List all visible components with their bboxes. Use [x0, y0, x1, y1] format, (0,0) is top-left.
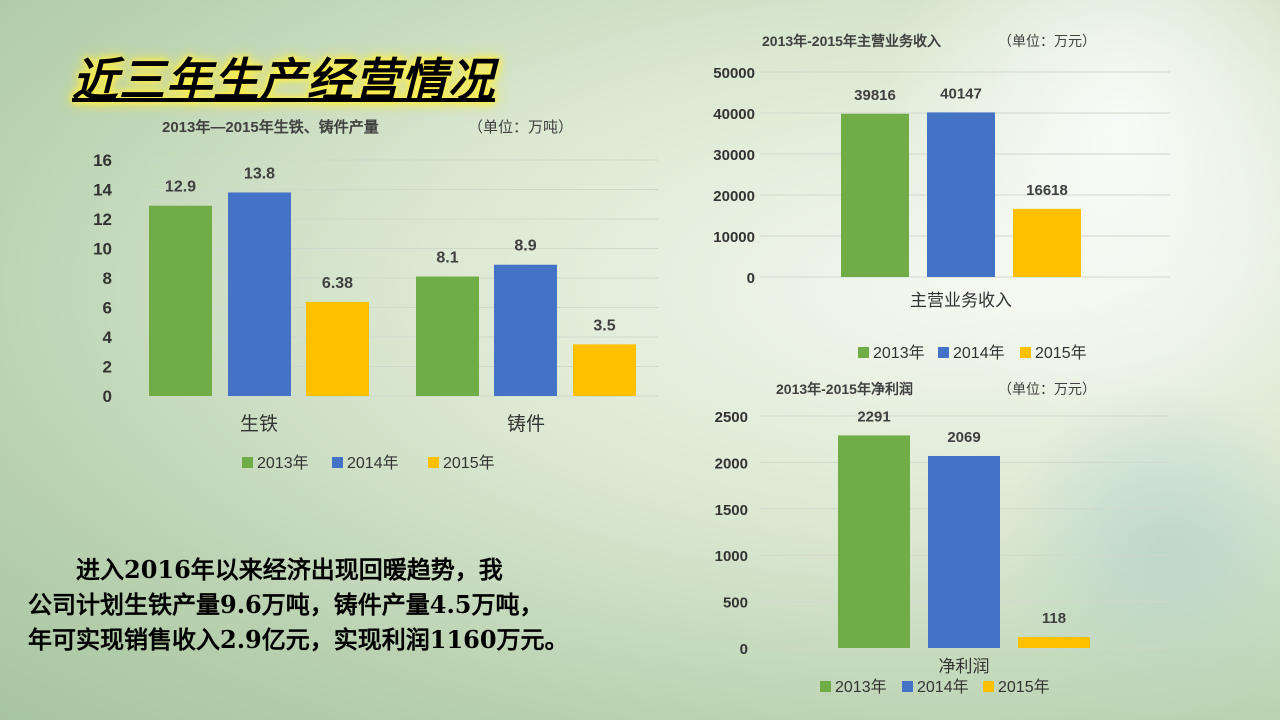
category-label: 铸件 — [507, 413, 545, 435]
legend-label: 2015年 — [998, 678, 1050, 696]
category-label: 生铁 — [240, 413, 278, 435]
y-tick-label: 20000 — [713, 188, 755, 205]
legend-label: 2013年 — [873, 344, 925, 362]
y-tick-label: 0 — [740, 641, 748, 658]
legend-swatch — [938, 347, 949, 358]
y-tick-label: 14 — [93, 181, 112, 200]
bar-2014年 — [928, 455, 1000, 648]
bar-2013年 — [416, 276, 479, 396]
data-label: 13.8 — [244, 165, 275, 182]
legend-swatch — [858, 347, 869, 358]
data-label: 6.38 — [322, 275, 353, 292]
legend-swatch — [1020, 347, 1031, 358]
summary-paragraph: 进入2016年以来经济出现回暖趋势，我 公司计划生铁产量9.6万吨，铸件产量4.… — [28, 552, 718, 657]
legend-swatch — [242, 457, 253, 468]
data-label: 3.5 — [593, 317, 615, 334]
y-tick-label: 30000 — [713, 147, 755, 164]
chart-title: 2013年-2015年主营业务收入 — [762, 33, 941, 49]
data-label: 8.9 — [514, 238, 536, 255]
y-tick-label: 8 — [103, 269, 112, 288]
y-tick-label: 0 — [747, 270, 755, 287]
y-tick-label: 0 — [103, 387, 112, 406]
legend-label: 2014年 — [347, 454, 399, 472]
bar-2013年 — [838, 435, 910, 648]
slide-title: 近三年生产经营情况 — [72, 53, 495, 107]
y-tick-label: 50000 — [713, 65, 755, 82]
y-tick-label: 40000 — [713, 106, 755, 123]
y-tick-label: 2 — [103, 358, 112, 377]
chart-title: 2013年-2015年净利润 — [776, 381, 913, 397]
y-tick-label: 16 — [93, 151, 112, 170]
chart-unit: （单位：万元） — [998, 381, 1096, 397]
data-label: 2291 — [857, 408, 890, 425]
y-tick-label: 12 — [93, 210, 112, 229]
legend-label: 2013年 — [835, 678, 887, 696]
bar-2015年 — [306, 301, 369, 396]
legend-label: 2015年 — [1035, 344, 1087, 362]
y-tick-label: 1500 — [715, 502, 748, 519]
chart-unit: （单位：万元） — [998, 33, 1096, 49]
y-tick-label: 10 — [93, 240, 112, 259]
legend-label: 2014年 — [953, 344, 1005, 362]
y-tick-label: 500 — [723, 595, 748, 612]
data-label: 2069 — [947, 429, 980, 446]
bar-2015年 — [1018, 637, 1090, 648]
data-label: 8.1 — [436, 250, 458, 267]
data-label: 39816 — [854, 87, 896, 104]
paragraph-line: 公司计划生铁产量9.6万吨，铸件产量4.5万吨， — [28, 590, 544, 619]
category-label: 主营业务收入 — [910, 291, 1012, 310]
bar-2013年 — [841, 113, 909, 278]
category-label: 净利润 — [939, 657, 990, 676]
y-tick-label: 2000 — [715, 455, 748, 472]
paragraph-line: 进入2016年以来经济出现回暖趋势，我 — [28, 555, 503, 584]
data-label: 12.9 — [165, 179, 196, 196]
bar-2014年 — [494, 264, 557, 396]
legend-swatch — [428, 457, 439, 468]
data-label: 40147 — [940, 85, 982, 102]
legend-swatch — [902, 681, 913, 692]
bar-2015年 — [573, 344, 636, 396]
legend-swatch — [983, 681, 994, 692]
data-label: 118 — [1042, 610, 1066, 627]
bar-2014年 — [927, 112, 995, 277]
y-tick-label: 10000 — [713, 229, 755, 246]
chart-unit: （单位：万吨） — [468, 119, 573, 136]
y-tick-label: 4 — [103, 328, 113, 347]
bar-2015年 — [1013, 208, 1081, 277]
legend-label: 2015年 — [443, 454, 495, 472]
data-label: 16618 — [1026, 182, 1068, 199]
chart-title: 2013年—2015年生铁、铸件产量 — [162, 118, 379, 136]
y-tick-label: 2500 — [715, 409, 748, 426]
legend-swatch — [332, 457, 343, 468]
legend-swatch — [820, 681, 831, 692]
legend-label: 2014年 — [917, 678, 969, 696]
bar-2014年 — [228, 192, 291, 396]
bar-2013年 — [149, 205, 212, 396]
paragraph-line: 年可实现销售收入2.9亿元，实现利润1160万元。 — [28, 625, 569, 654]
legend-label: 2013年 — [257, 454, 309, 472]
y-tick-label: 1000 — [715, 548, 748, 565]
y-tick-label: 6 — [103, 299, 112, 318]
